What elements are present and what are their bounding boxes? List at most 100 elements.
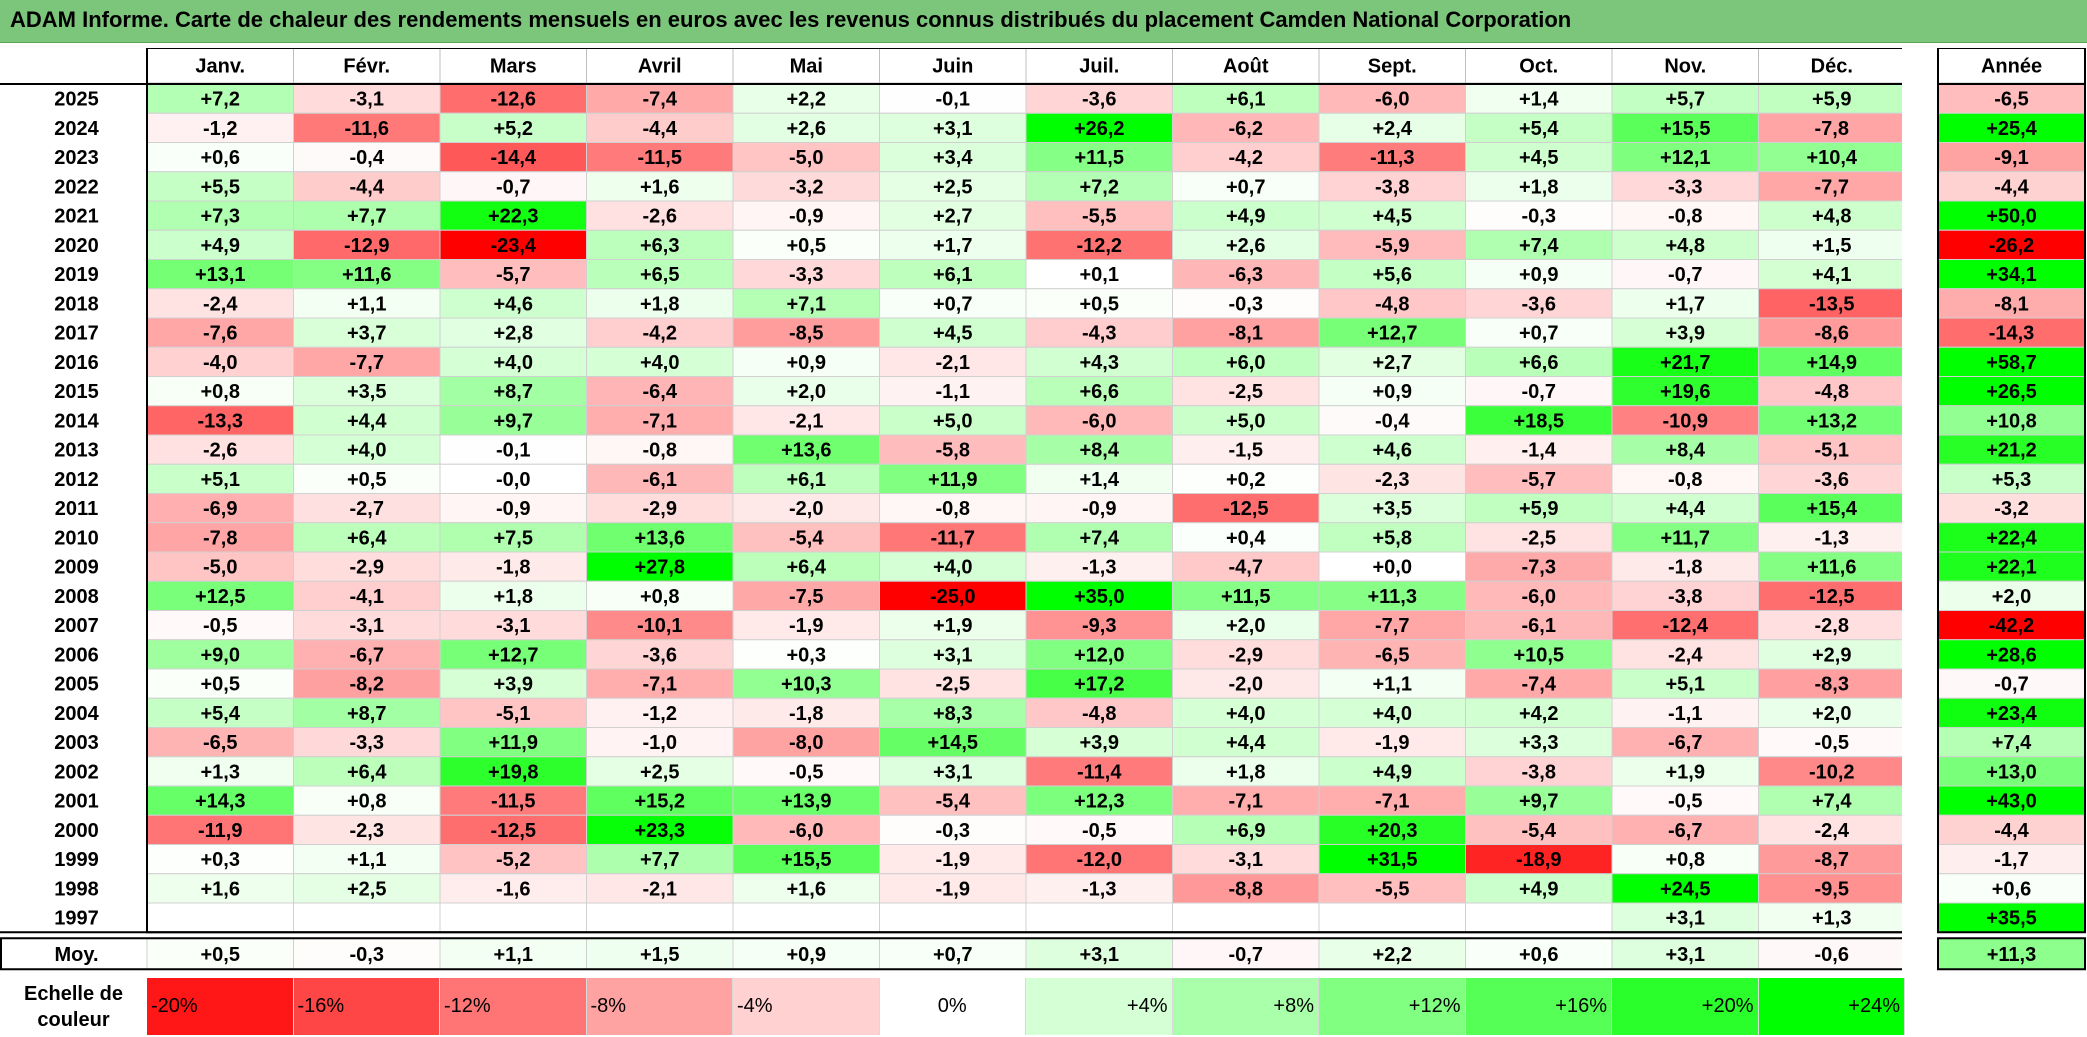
heatmap-cell-value: +11,3 bbox=[1367, 586, 1417, 608]
average-row-frame bbox=[0, 937, 1902, 971]
year-label: 2008 bbox=[54, 586, 99, 608]
heatmap-cell-value: +4,5 bbox=[1373, 206, 1412, 228]
heatmap-cell-value: +15,5 bbox=[781, 849, 832, 871]
color-scale-step: -4% bbox=[733, 978, 880, 1035]
heatmap-cell-value: +26,2 bbox=[1074, 118, 1125, 140]
heatmap-cell-value: +12,7 bbox=[1367, 323, 1418, 345]
heatmap-cell bbox=[1758, 463, 1902, 494]
heatmap-cell-value: +4,2 bbox=[1519, 703, 1558, 725]
heatmap-cell-value: +7,7 bbox=[347, 206, 386, 228]
heatmap-cell bbox=[1758, 434, 1902, 465]
heatmap-cell bbox=[1025, 522, 1173, 553]
heatmap-cell-value: -1,6 bbox=[496, 878, 530, 900]
heatmap-cell-value: +8,4 bbox=[1666, 440, 1706, 462]
heatmap-cell-value: +0,5 bbox=[347, 469, 386, 491]
heatmap-cell-value: -5,5 bbox=[1375, 878, 1409, 900]
heatmap-cell-value: -3,1 bbox=[350, 615, 384, 637]
heatmap-cell bbox=[732, 756, 880, 787]
heatmap-cell-value: -8,1 bbox=[1229, 323, 1263, 345]
heatmap-cell-value: +9,7 bbox=[1519, 791, 1558, 813]
heatmap-cell-value: +31,5 bbox=[1367, 849, 1418, 871]
heatmap-cell bbox=[1465, 580, 1613, 611]
heatmap-cell-value: +1,3 bbox=[1812, 908, 1851, 930]
heatmap-cell-value: -12,5 bbox=[490, 820, 536, 842]
heatmap-cell-value: -2,9 bbox=[643, 498, 677, 520]
heatmap-cell-value: +3,1 bbox=[933, 118, 972, 140]
heatmap-cell-value: -12,5 bbox=[1223, 498, 1269, 520]
year-label: 2019 bbox=[54, 264, 99, 286]
heatmap-cell-value: +6,6 bbox=[1080, 381, 1119, 403]
heatmap-cell bbox=[732, 405, 880, 436]
heatmap-cell bbox=[1758, 756, 1902, 787]
average-cell-value: +0,9 bbox=[787, 944, 826, 966]
heatmap-cell bbox=[439, 697, 587, 728]
month-header-label: Nov. bbox=[1664, 56, 1706, 78]
heatmap-cell-value: -1,3 bbox=[1082, 557, 1116, 579]
heatmap-cell-value: -3,3 bbox=[789, 264, 823, 286]
heatmap-cell-value: -2,7 bbox=[350, 498, 384, 520]
annual-cell-value: +35,5 bbox=[1986, 908, 2037, 930]
heatmap-cell-value: -2,6 bbox=[643, 206, 677, 228]
heatmap-cell bbox=[146, 376, 294, 407]
heatmap-cell-value: +0,7 bbox=[933, 293, 972, 315]
heatmap-cell bbox=[293, 142, 441, 173]
annual-cell-value: +28,6 bbox=[1986, 644, 2037, 666]
heatmap-cell-value: +15,5 bbox=[1660, 118, 1711, 140]
heatmap-cell-value: -2,5 bbox=[936, 674, 970, 696]
color-scale-step: +4% bbox=[1026, 978, 1173, 1035]
heatmap-cell-value: -6,0 bbox=[1082, 410, 1116, 432]
heatmap-cell-value: -0,9 bbox=[789, 206, 823, 228]
heatmap-cell-value: -4,7 bbox=[1229, 557, 1263, 579]
heatmap-cell bbox=[732, 580, 880, 611]
annual-cell-value: -6,5 bbox=[1994, 89, 2028, 111]
heatmap-cell-value: +0,9 bbox=[1519, 264, 1558, 286]
heatmap-cell-value: +0,7 bbox=[1226, 176, 1265, 198]
heatmap-cell-value: +5,2 bbox=[494, 118, 533, 140]
heatmap-cell-value: +12,7 bbox=[488, 644, 539, 666]
average-cell bbox=[1758, 937, 1902, 970]
heatmap-cell-value: +4,0 bbox=[1226, 703, 1265, 725]
heatmap-cell-value: +4,9 bbox=[201, 235, 240, 257]
heatmap-cell bbox=[1318, 259, 1466, 290]
year-label: 2025 bbox=[54, 89, 99, 111]
heatmap-cell-value: +3,4 bbox=[933, 147, 973, 169]
heatmap-cell-value: +11,6 bbox=[1807, 557, 1857, 579]
heatmap-cell-value: +7,4 bbox=[1812, 791, 1852, 813]
annual-cell-value: +22,1 bbox=[1986, 557, 2037, 579]
heatmap-cell-value: +6,4 bbox=[347, 527, 387, 549]
heatmap-cell bbox=[1758, 317, 1902, 348]
heatmap-cell bbox=[1318, 873, 1466, 904]
heatmap-cell bbox=[732, 551, 880, 582]
average-cell bbox=[586, 937, 734, 970]
annual-cell bbox=[1937, 434, 2086, 465]
heatmap-cell-value: -0,7 bbox=[1668, 264, 1702, 286]
heatmap-cell-value: +1,6 bbox=[787, 878, 826, 900]
heatmap-cell-value: +4,8 bbox=[1666, 235, 1705, 257]
heatmap-cell bbox=[879, 610, 1027, 641]
heatmap-cell-value: -2,8 bbox=[1815, 615, 1849, 637]
heatmap-cell bbox=[1318, 346, 1466, 377]
heatmap-cell-value: +6,5 bbox=[640, 264, 679, 286]
heatmap-cell bbox=[439, 873, 587, 904]
heatmap-cell-value: -2,0 bbox=[1229, 674, 1263, 696]
heatmap-cell bbox=[1318, 288, 1466, 319]
heatmap-cell-value: +13,2 bbox=[1806, 410, 1857, 432]
heatmap-cell-value: +5,6 bbox=[1373, 264, 1412, 286]
heatmap-cell-value: +7,4 bbox=[1080, 527, 1120, 549]
heatmap-cell bbox=[439, 112, 587, 143]
heatmap-cell-value: -8,5 bbox=[789, 323, 823, 345]
heatmap-cell bbox=[293, 551, 441, 582]
heatmap-cell bbox=[1465, 434, 1613, 465]
heatmap-cell-value: -3,8 bbox=[1668, 586, 1702, 608]
heatmap-cell bbox=[1025, 259, 1173, 290]
annual-cell-value: +0,6 bbox=[1992, 878, 2031, 900]
heatmap-cell-value: +17,2 bbox=[1074, 674, 1125, 696]
heatmap-cell-value: +4,0 bbox=[347, 440, 386, 462]
heatmap-cell bbox=[1465, 610, 1613, 641]
heatmap-cell-value: -0,9 bbox=[1082, 498, 1116, 520]
annual-cell bbox=[1937, 346, 2086, 377]
heatmap-cell-value: +12,0 bbox=[1074, 644, 1125, 666]
heatmap-cell-value: +13,1 bbox=[195, 264, 246, 286]
heatmap-cell bbox=[732, 668, 880, 699]
heatmap-cell-value: -1,2 bbox=[203, 118, 237, 140]
